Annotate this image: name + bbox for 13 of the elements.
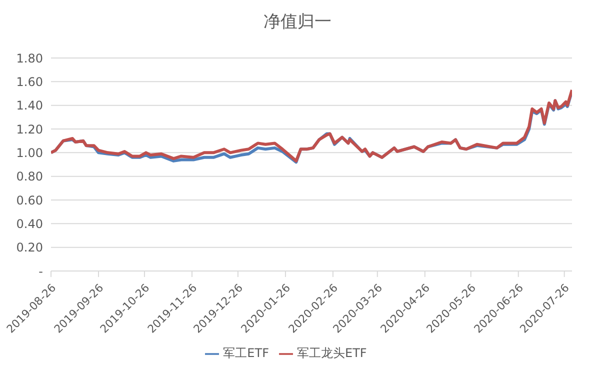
y-tick-label: 0.80 [16, 170, 43, 184]
legend-label: 军工龙头ETF [297, 346, 367, 360]
legend-label: 军工ETF [223, 346, 269, 360]
y-tick-label: 1.80 [16, 51, 43, 66]
y-tick-label: 1.60 [16, 74, 43, 89]
y-tick-label: 0.60 [16, 193, 43, 208]
y-tick-label: 1.00 [16, 146, 43, 160]
y-tick-label: 0.40 [16, 216, 43, 231]
y-tick-label: 0.20 [16, 240, 43, 255]
y-tick-label: 1.20 [16, 122, 43, 136]
y-tick-label: 1.40 [16, 98, 43, 113]
y-tick-label: - [38, 264, 43, 278]
chart-title: 净值归一 [262, 11, 332, 33]
